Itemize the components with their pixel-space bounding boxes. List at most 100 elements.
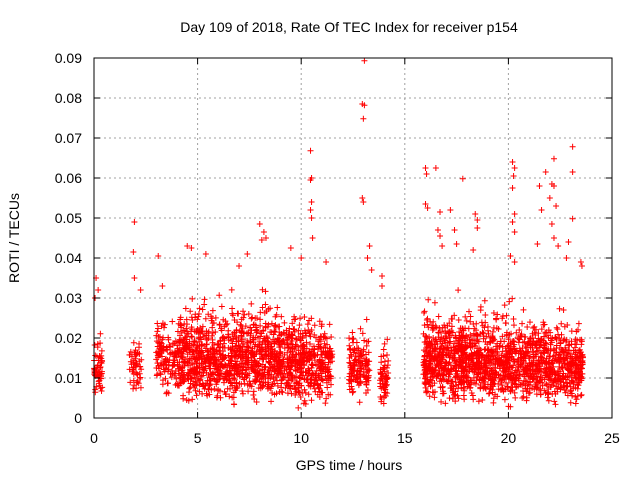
- data-point: [191, 382, 198, 389]
- data-point: [189, 396, 196, 403]
- data-point: [501, 352, 508, 359]
- data-point: [474, 217, 481, 223]
- data-point: [462, 313, 469, 320]
- data-point: [231, 401, 238, 408]
- data-point: [442, 400, 449, 407]
- data-point: [564, 379, 571, 386]
- data-point: [262, 363, 269, 370]
- data-point: [257, 309, 264, 316]
- data-point: [216, 321, 223, 328]
- data-point: [271, 391, 278, 398]
- data-point: [497, 379, 504, 386]
- data-point: [489, 380, 496, 387]
- data-point: [537, 342, 544, 349]
- data-point: [445, 366, 452, 373]
- data-point: [270, 363, 277, 370]
- data-point: [532, 383, 539, 390]
- data-point: [533, 353, 540, 360]
- data-point: [502, 358, 509, 365]
- data-point: [554, 368, 561, 375]
- data-point: [236, 327, 243, 334]
- data-point: [507, 375, 514, 382]
- data-point: [154, 328, 161, 335]
- data-point: [569, 215, 576, 222]
- data-point: [323, 395, 330, 402]
- data-point: [301, 327, 308, 334]
- data-point: [253, 377, 260, 384]
- data-point: [457, 344, 464, 351]
- data-point: [156, 343, 163, 350]
- data-point: [301, 313, 308, 320]
- data-point: [196, 343, 203, 350]
- data-point: [542, 369, 549, 376]
- data-point: [510, 315, 517, 322]
- data-point: [91, 342, 98, 349]
- data-point: [553, 324, 560, 331]
- data-point: [318, 348, 325, 355]
- data-point: [176, 349, 183, 356]
- data-point: [209, 307, 216, 314]
- data-point: [258, 237, 265, 243]
- data-point: [518, 381, 525, 388]
- data-point: [289, 320, 296, 327]
- data-point: [281, 367, 288, 374]
- data-point: [501, 302, 508, 309]
- data-point: [421, 308, 428, 315]
- data-point: [356, 399, 363, 406]
- data-point: [482, 346, 489, 353]
- data-point: [188, 375, 195, 382]
- data-point: [489, 373, 496, 380]
- data-point: [296, 364, 303, 371]
- data-point: [97, 372, 104, 379]
- x-tick-label: 10: [293, 430, 309, 446]
- data-point: [480, 333, 487, 340]
- data-point: [260, 356, 267, 363]
- data-point: [189, 334, 196, 341]
- data-point: [568, 365, 575, 372]
- data-point: [544, 382, 551, 389]
- data-point: [357, 368, 364, 375]
- data-point: [169, 363, 176, 370]
- data-point: [207, 360, 214, 367]
- data-point: [380, 353, 387, 360]
- data-point: [383, 376, 390, 383]
- data-point: [427, 365, 434, 372]
- data-point: [515, 361, 522, 368]
- data-point: [231, 329, 238, 336]
- data-point: [164, 380, 171, 387]
- data-point: [455, 287, 462, 294]
- data-point: [264, 323, 271, 330]
- data-point: [524, 350, 531, 357]
- data-point: [281, 319, 288, 326]
- data-point: [449, 315, 456, 322]
- x-axis-label: GPS time / hours: [296, 457, 403, 473]
- data-point: [323, 259, 330, 265]
- x-tick-label: 5: [194, 430, 202, 446]
- data-point: [316, 385, 323, 392]
- data-point: [461, 385, 468, 392]
- data-point: [165, 390, 172, 397]
- data-point: [292, 358, 299, 365]
- data-point: [568, 390, 575, 397]
- data-point: [272, 338, 279, 345]
- data-point: [288, 390, 295, 397]
- data-point: [462, 352, 469, 359]
- data-point: [516, 371, 523, 378]
- data-point: [209, 353, 216, 360]
- data-point: [93, 353, 100, 360]
- data-point: [451, 340, 458, 347]
- data-point: [534, 241, 541, 247]
- data-point: [297, 393, 304, 400]
- data-point: [490, 324, 497, 331]
- data-point: [495, 325, 502, 332]
- data-point: [511, 165, 518, 171]
- data-point: [296, 322, 303, 329]
- data-point: [560, 307, 567, 314]
- data-point: [503, 312, 510, 319]
- data-point: [222, 373, 229, 380]
- data-point: [198, 361, 205, 368]
- data-point: [436, 370, 443, 377]
- data-point: [202, 345, 209, 352]
- data-point: [328, 334, 335, 341]
- data-point: [245, 357, 252, 364]
